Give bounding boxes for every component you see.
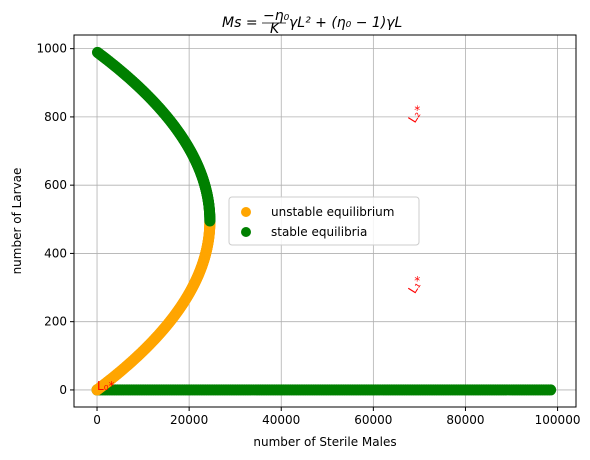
x-tick-label: 40000 xyxy=(262,413,300,427)
y-tick-label: 600 xyxy=(44,178,67,192)
series-layer xyxy=(91,46,557,396)
y-axis-label: number of Larvae xyxy=(10,168,24,275)
legend-label-unstable: unstable equilibrium xyxy=(271,205,394,219)
legend-marker-unstable xyxy=(241,207,251,217)
legend-label-stable: stable equilibria xyxy=(271,225,367,239)
x-ticks: 0 20000 40000 60000 80000 100000 xyxy=(93,407,580,427)
y-ticks: 0 200 400 600 800 1000 xyxy=(36,42,74,397)
stable-equilibria-point xyxy=(91,46,103,58)
legend-marker-stable xyxy=(241,227,251,237)
stable-equilibria-point xyxy=(545,384,557,396)
legend: unstable equilibrium stable equilibria xyxy=(228,196,420,246)
y-tick-label: 800 xyxy=(44,110,67,124)
x-axis-label: number of Sterile Males xyxy=(253,435,396,449)
title-lhs: Ms = xyxy=(222,15,258,31)
x-tick-label: 60000 xyxy=(354,413,392,427)
x-tick-label: 0 xyxy=(93,413,101,427)
legend-box xyxy=(228,196,420,246)
title-rhs: γL² + (η₀ − 1)γL xyxy=(289,15,402,31)
y-tick-label: 200 xyxy=(44,315,67,329)
y-tick-label: 0 xyxy=(59,383,67,397)
y-tick-label: 400 xyxy=(44,246,67,260)
chart-title: Ms = −η₀ K γL² + (η₀ − 1)γL xyxy=(222,8,402,37)
title-frac-den: K xyxy=(270,21,281,37)
title-frac-num: −η₀ xyxy=(263,8,290,24)
x-tick-label: 80000 xyxy=(446,413,484,427)
y-tick-label: 1000 xyxy=(36,42,67,56)
plot-frame xyxy=(73,34,577,408)
x-tick-label: 20000 xyxy=(170,413,208,427)
annotation-label: L₀* xyxy=(97,379,115,393)
x-tick-label: 100000 xyxy=(535,413,581,427)
